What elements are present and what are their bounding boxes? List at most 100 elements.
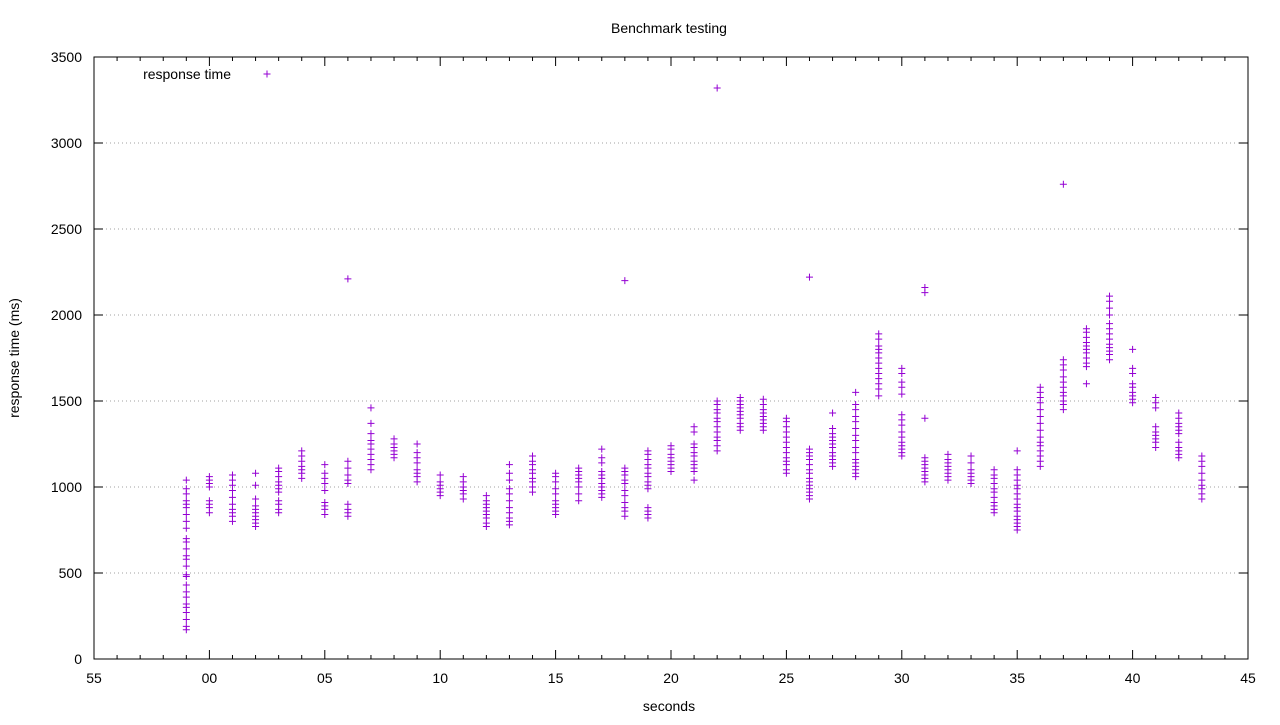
data-point <box>805 273 813 281</box>
data-point <box>1106 292 1114 300</box>
data-point <box>921 454 929 462</box>
data-point <box>598 445 606 453</box>
data-point <box>1106 311 1114 319</box>
data-point <box>1013 447 1021 455</box>
data-point <box>944 450 952 458</box>
legend-marker <box>263 70 271 78</box>
y-tick-label: 1500 <box>51 393 82 409</box>
x-tick-label: 00 <box>202 670 218 686</box>
data-point <box>782 414 790 422</box>
data-point <box>898 364 906 372</box>
data-point <box>852 443 860 451</box>
x-axis-label: seconds <box>643 698 695 714</box>
data-point <box>505 485 513 493</box>
data-point <box>575 497 583 505</box>
data-point <box>252 502 260 510</box>
data-point <box>921 283 929 291</box>
data-point <box>1082 325 1090 333</box>
data-point <box>852 455 860 463</box>
data-point <box>852 412 860 420</box>
data-point <box>1013 466 1021 474</box>
y-axis-label: response time (ms) <box>6 298 22 418</box>
x-tick-label: 30 <box>894 670 910 686</box>
data-point <box>967 452 975 460</box>
data-point <box>898 390 906 398</box>
data-point <box>344 275 352 283</box>
x-tick-label: 10 <box>432 670 448 686</box>
data-point <box>182 485 190 493</box>
data-point <box>898 411 906 419</box>
data-point <box>252 481 260 489</box>
data-point <box>1198 452 1206 460</box>
data-point <box>1106 320 1114 328</box>
data-point <box>182 562 190 570</box>
data-point <box>182 615 190 623</box>
data-point <box>898 378 906 386</box>
data-point <box>1152 394 1160 402</box>
data-point <box>852 431 860 439</box>
data-point <box>367 404 375 412</box>
data-point <box>1106 304 1114 312</box>
axes: 0 500 1000 1500 2000 2500 3000 3500 55 00 05 10 15 20… <box>51 49 1256 686</box>
plot-frame <box>93 56 1249 660</box>
data-point <box>505 469 513 477</box>
x-tick-label: 45 <box>1240 670 1256 686</box>
data-point <box>182 476 190 484</box>
data-point <box>344 464 352 472</box>
data-point <box>252 495 260 503</box>
data-point <box>182 581 190 589</box>
data-point <box>344 500 352 508</box>
data-point <box>713 397 721 405</box>
data-point <box>1198 476 1206 484</box>
data-point <box>1198 469 1206 477</box>
data-point <box>182 600 190 608</box>
data-point <box>205 497 213 505</box>
data-point <box>182 497 190 505</box>
y-tick-label: 2000 <box>51 307 82 323</box>
x-tick-label: 55 <box>86 670 102 686</box>
data-point <box>436 471 444 479</box>
data-point <box>367 430 375 438</box>
data-point <box>413 440 421 448</box>
chart-title: Benchmark testing <box>611 20 727 36</box>
data-point <box>667 442 675 450</box>
data-point <box>829 425 837 433</box>
data-point <box>436 478 444 486</box>
y-tick-label: 1000 <box>51 479 82 495</box>
data-point <box>228 471 236 479</box>
data-point <box>1175 438 1183 446</box>
data-point <box>182 571 190 579</box>
data-point <box>690 423 698 431</box>
data-point <box>1036 426 1044 434</box>
y-tick-label: 2500 <box>51 221 82 237</box>
data-point <box>736 394 744 402</box>
data-point <box>205 473 213 481</box>
data-point <box>390 435 398 443</box>
legend-label: response time <box>143 66 231 82</box>
data-point <box>321 498 329 506</box>
data-point <box>1152 423 1160 431</box>
data-point <box>182 588 190 596</box>
data-point <box>298 447 306 455</box>
data-point <box>1036 406 1044 414</box>
data-point <box>505 476 513 484</box>
x-tick-label: 25 <box>779 670 795 686</box>
data-point <box>575 490 583 498</box>
data-point <box>1059 180 1067 188</box>
data-point <box>852 400 860 408</box>
data-point <box>321 469 329 477</box>
data-point <box>182 517 190 525</box>
data-point <box>1175 409 1183 417</box>
data-point <box>275 464 283 472</box>
y-tick-label: 3000 <box>51 135 82 151</box>
x-tick-label: 05 <box>317 670 333 686</box>
data-point <box>367 419 375 427</box>
data-point <box>505 461 513 469</box>
data-point <box>1036 383 1044 391</box>
data-point <box>759 395 767 403</box>
data-point <box>852 425 860 433</box>
data-point <box>967 466 975 474</box>
data-point <box>621 277 629 285</box>
data-point <box>413 466 421 474</box>
